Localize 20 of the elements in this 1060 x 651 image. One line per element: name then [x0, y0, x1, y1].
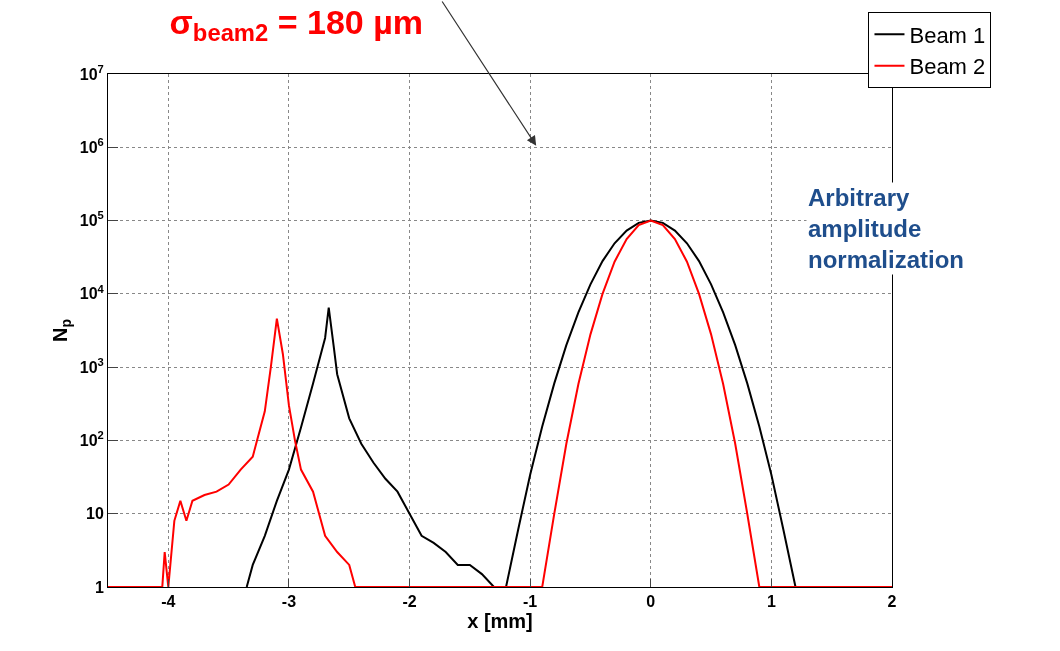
x-tick-label: -1: [523, 593, 538, 611]
x-tick-label: -3: [281, 593, 297, 611]
y-tick-label: 10$^{6}$: [79, 136, 104, 156]
y-tick-label: 10$^{2}$: [79, 429, 104, 450]
y-tick-label: 10$^{3}$: [79, 356, 104, 376]
x-tick-label: -4: [161, 593, 176, 611]
x-axis-title: x [mm]: [467, 610, 533, 633]
annotation: Arbitrary amplitude normalization: [808, 184, 965, 274]
y-tick-label: 1: [94, 578, 104, 596]
legend-label: Beam 2: [909, 54, 986, 80]
y-tick-label: 10$^{5}$: [79, 209, 104, 230]
chart-title: σ$_{beam2}$ = 180 µm: [169, 2, 424, 46]
x-tick-label: -2: [402, 593, 417, 611]
x-tick-label: 2: [887, 593, 897, 611]
x-tick-label: 0: [646, 593, 656, 611]
legend-label: Beam 1: [909, 22, 986, 48]
y-tick-label: 10$^{4}$: [79, 282, 105, 303]
y-tick-label: 10: [86, 505, 104, 523]
x-tick-label: 1: [766, 593, 776, 611]
y-tick-label: 10$^{7}$: [79, 62, 104, 83]
